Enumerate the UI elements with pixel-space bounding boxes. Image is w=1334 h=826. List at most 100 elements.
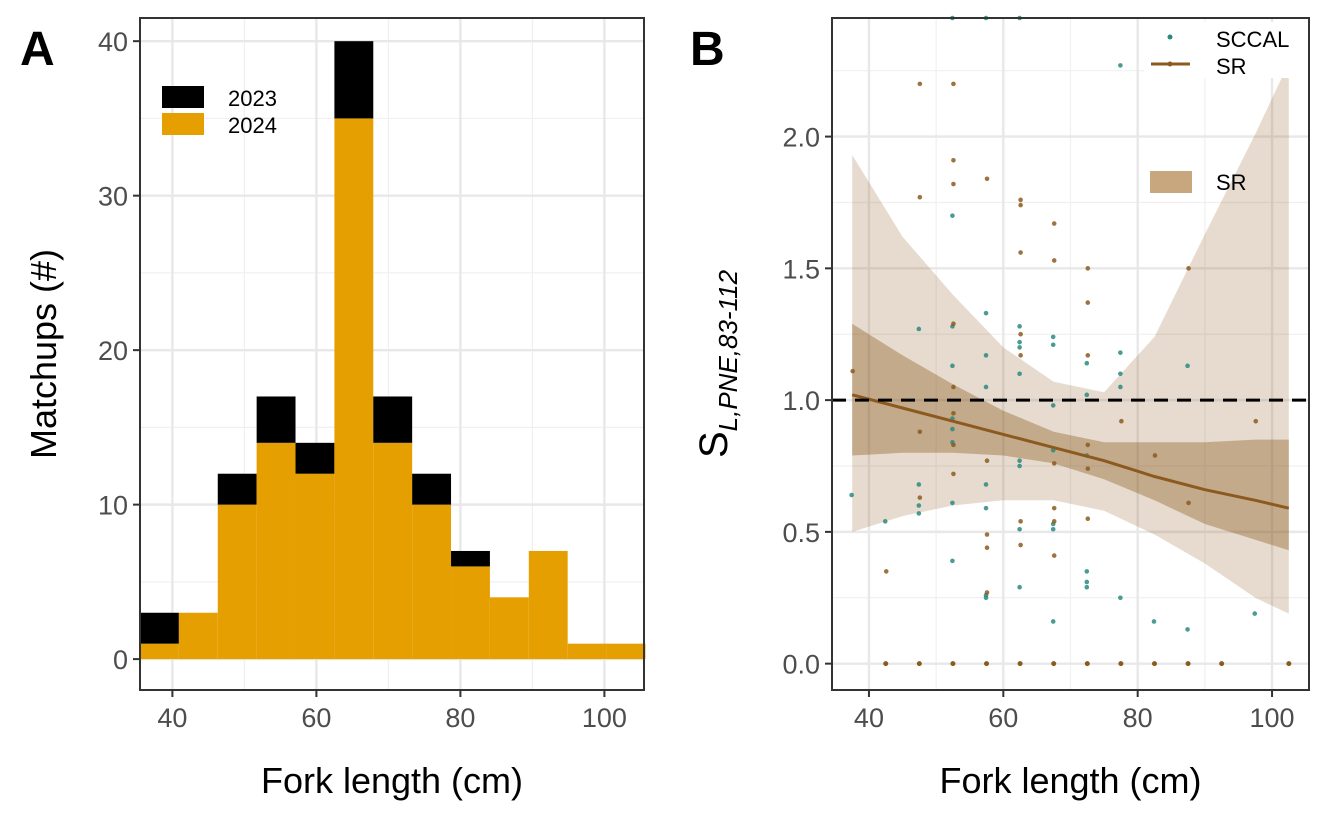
point-SR <box>951 81 956 87</box>
point-SR <box>1018 250 1023 255</box>
point-SR <box>951 158 956 163</box>
point-SR <box>883 569 889 574</box>
point-SR <box>1085 466 1091 471</box>
panel-b-y-axis-title-subscript: L,PNE,83-112 <box>713 269 743 431</box>
prediction-band <box>852 62 1289 614</box>
legend-key-SR-band <box>1150 171 1192 193</box>
point-SR <box>1051 553 1057 558</box>
panel-b-y-axis-title: SL,PNE,83-112 <box>692 269 743 458</box>
x-tick-label: 80 <box>445 703 475 733</box>
x-tick-label: 100 <box>582 703 627 733</box>
bar-2024 <box>373 442 413 660</box>
y-tick-label: 10 <box>98 491 128 521</box>
point-SR <box>1085 442 1091 448</box>
bar-2024 <box>567 643 607 660</box>
point-SCCAL <box>1017 526 1022 532</box>
point-SCCAL <box>1050 526 1056 532</box>
panel-b-fit <box>851 393 1290 510</box>
point-SCCAL <box>1185 627 1190 632</box>
point-SR <box>917 429 923 435</box>
point-SR <box>1152 453 1158 458</box>
point-SCCAL <box>1017 324 1022 329</box>
x-tick-label: 40 <box>157 703 187 733</box>
panel-b-grid <box>832 18 1309 690</box>
point-SCCAL <box>1118 350 1123 355</box>
y-tick-label: 30 <box>98 182 128 212</box>
point-SCCAL <box>1084 569 1090 574</box>
point-SR-zero <box>1219 661 1225 667</box>
point-SCCAL <box>916 511 922 516</box>
point-SCCAL <box>983 353 989 358</box>
point-SR <box>1018 542 1023 548</box>
point-SCCAL <box>1017 371 1022 377</box>
point-SCCAL <box>983 482 989 487</box>
point-SCCAL <box>1084 392 1090 398</box>
panel-b-border <box>831 17 1310 691</box>
point-SR <box>1085 300 1091 305</box>
point-SR <box>917 81 923 87</box>
point-SCCAL <box>1017 463 1022 469</box>
point-SCCAL <box>1050 342 1056 348</box>
point-SR-zero <box>1185 661 1191 667</box>
point-SR <box>1051 505 1057 511</box>
panel-a-label: A <box>20 23 55 76</box>
point-SCCAL <box>1118 371 1123 377</box>
point-SCCAL <box>1017 458 1022 464</box>
panel-b-ticks: 40 60 80 100 0.0 0.5 1.0 1.5 2.0 <box>782 123 1294 733</box>
y-tick-label: 1.5 <box>782 254 820 284</box>
point-SR-zero <box>1286 661 1292 667</box>
point-SR <box>1018 353 1023 358</box>
point-SR <box>1051 221 1057 226</box>
point-SR-zero <box>1051 661 1057 667</box>
point-SR <box>951 321 956 326</box>
panel-b-label: B <box>690 23 725 76</box>
bar-2023 <box>140 612 179 644</box>
bar-2024 <box>295 473 335 660</box>
y-tick-label: 40 <box>98 27 128 57</box>
panel-a-x-axis-title: Fork length (cm) <box>261 760 523 801</box>
x-tick-label: 40 <box>854 703 884 733</box>
point-SCCAL <box>983 505 989 511</box>
confidence-band <box>852 323 1289 551</box>
point-SCCAL <box>983 384 989 390</box>
bar-2024 <box>451 566 490 660</box>
bar-2023 <box>295 442 335 474</box>
bar-2023 <box>412 473 452 505</box>
legend-background <box>1144 22 1308 78</box>
point-SR-zero <box>1118 661 1124 667</box>
legend-label-2024: 2024 <box>228 113 277 138</box>
point-SCCAL <box>1252 611 1258 616</box>
point-SCCAL <box>1017 584 1022 590</box>
y-tick-label: 0.5 <box>782 518 820 548</box>
x-tick-label: 60 <box>301 703 331 733</box>
bar-2023 <box>334 41 374 119</box>
bar-2023 <box>256 396 296 443</box>
point-SR <box>1085 516 1091 522</box>
point-SR <box>984 545 990 550</box>
bar-2024 <box>606 643 646 660</box>
panel-a-ticks: 40 60 80 100 0 10 20 30 40 <box>98 27 627 733</box>
point-SCCAL <box>1084 579 1090 585</box>
point-SR-zero <box>883 661 889 667</box>
legend-label-SCCAL: SCCAL <box>1216 27 1289 52</box>
legend-label-SR: SR <box>1216 54 1247 79</box>
point-SR <box>951 384 956 390</box>
point-SCCAL <box>882 519 888 524</box>
point-SCCAL <box>1118 63 1123 68</box>
point-SR <box>984 176 990 182</box>
bar-2024 <box>256 442 296 660</box>
point-SCCAL <box>950 213 955 218</box>
point-SCCAL <box>1050 334 1056 340</box>
point-SR <box>1119 418 1124 424</box>
point-SR <box>1051 519 1057 524</box>
panel-b-points <box>849 15 1292 667</box>
point-SR <box>1186 500 1191 506</box>
x-tick-label: 100 <box>1250 703 1295 733</box>
legend-label-2023: 2023 <box>228 86 277 111</box>
point-SCCAL <box>1050 619 1056 624</box>
point-SCCAL <box>1084 360 1090 366</box>
point-SR <box>1186 266 1191 271</box>
bar-2023 <box>373 396 413 443</box>
